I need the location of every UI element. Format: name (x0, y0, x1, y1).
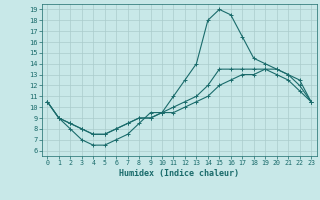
X-axis label: Humidex (Indice chaleur): Humidex (Indice chaleur) (119, 169, 239, 178)
